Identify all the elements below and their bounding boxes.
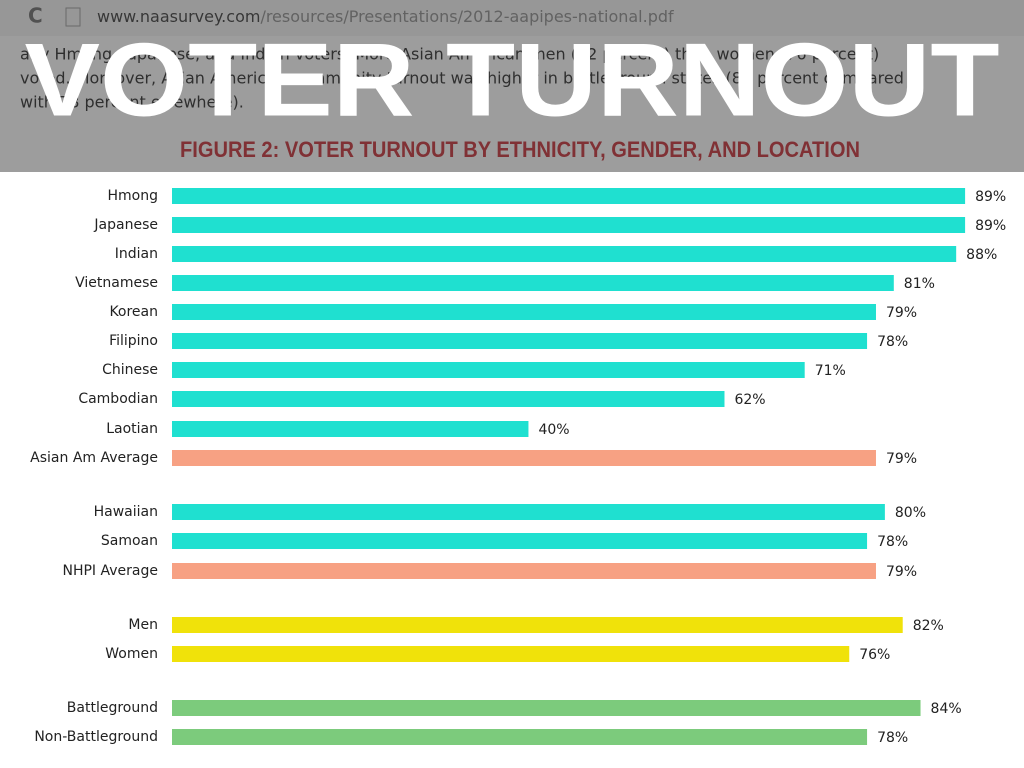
- bar: [172, 333, 868, 349]
- bar: [172, 504, 885, 520]
- category-label: Asian Am Average: [30, 450, 158, 466]
- category-label: Women: [105, 646, 158, 662]
- bar: [172, 304, 876, 320]
- value-label: 82%: [913, 618, 944, 634]
- category-label: Samoan: [101, 533, 158, 549]
- category-label: Vietnamese: [75, 275, 158, 291]
- value-label: 79%: [886, 564, 917, 580]
- bar: [172, 362, 805, 378]
- value-label: 78%: [877, 534, 908, 550]
- bar: [172, 391, 725, 407]
- bar: [172, 217, 966, 233]
- value-label: 88%: [966, 247, 997, 263]
- category-label: Japanese: [93, 217, 158, 233]
- bar: [172, 617, 903, 633]
- category-label: Hmong: [108, 188, 159, 204]
- title-overlay: [0, 0, 1024, 172]
- value-label: 78%: [877, 334, 908, 350]
- chart: Hmong 89% Japanese 89% Indian 88% Vietnamese 81…: [30, 188, 1006, 746]
- value-label: 78%: [877, 730, 908, 746]
- category-label: Non-Battleground: [34, 729, 158, 745]
- bar: [172, 563, 876, 579]
- value-label: 62%: [734, 392, 765, 408]
- bar: [172, 188, 966, 204]
- bar: [172, 700, 921, 716]
- category-label: Chinese: [102, 362, 158, 378]
- value-label: 81%: [904, 276, 935, 292]
- value-label: 71%: [815, 363, 846, 379]
- category-label: Battleground: [67, 700, 158, 716]
- bar: [172, 450, 876, 466]
- value-label: 84%: [931, 701, 962, 717]
- value-label: 79%: [886, 305, 917, 321]
- value-label: 40%: [538, 422, 569, 438]
- value-label: 76%: [859, 647, 890, 663]
- category-label: Korean: [109, 304, 158, 320]
- bar: [172, 421, 529, 437]
- category-label: NHPI Average: [62, 563, 158, 579]
- category-label: Indian: [115, 246, 158, 262]
- category-label: Filipino: [109, 333, 158, 349]
- value-label: 80%: [895, 505, 926, 521]
- value-label: 89%: [975, 189, 1006, 205]
- slide-title: VOTER TURNOUT: [25, 22, 1000, 138]
- bar: [172, 533, 868, 549]
- category-label: Hawaiian: [94, 504, 158, 520]
- bar: [172, 729, 868, 745]
- value-label: 89%: [975, 218, 1006, 234]
- category-label: Laotian: [106, 421, 158, 437]
- value-label: 79%: [886, 451, 917, 467]
- category-label: Men: [128, 617, 158, 633]
- category-label: Cambodian: [78, 391, 158, 407]
- bar: [172, 646, 850, 662]
- bar: [172, 246, 957, 262]
- bar: [172, 275, 894, 291]
